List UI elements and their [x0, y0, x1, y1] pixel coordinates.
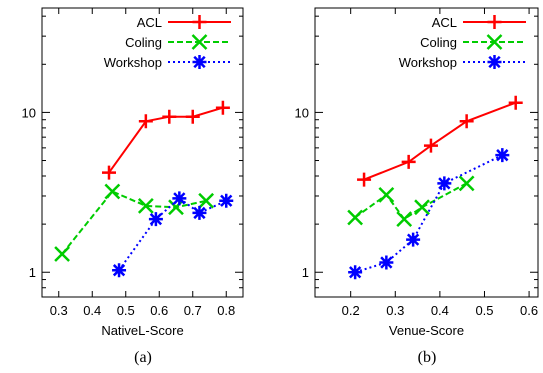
data-point-coling [137, 198, 154, 214]
chart-panel-a: 0.3 0.4 0.5 0.6 0.7 0.8 1 10 ACL Coling Workshop Na… [22, 7, 244, 366]
data-point-acl [102, 165, 116, 180]
x-tick-label: 0.3 [50, 303, 68, 318]
panel-caption: (b) [418, 349, 437, 366]
data-point-workshop [406, 232, 421, 247]
panel-caption: (a) [134, 349, 152, 366]
legend-label-workshop: Workshop [104, 55, 162, 70]
series-line-coling [61, 190, 207, 255]
legend-marker-coling [191, 34, 208, 50]
data-point-coling [104, 183, 121, 200]
legend-marker-workshop [192, 55, 207, 69]
y-tick-label: 1 [29, 265, 36, 280]
data-point-acl [162, 109, 177, 124]
x-tick-label: 0.5 [475, 303, 493, 318]
x-tick-label: 0.5 [117, 303, 135, 318]
data-point-coling [54, 246, 70, 262]
data-point-acl [185, 109, 200, 124]
legend-marker-coling [486, 34, 503, 50]
data-point-acl [401, 154, 416, 169]
legend-label-acl: ACL [137, 15, 162, 30]
data-point-workshop [148, 212, 163, 227]
data-point-coling [347, 209, 364, 226]
x-axis-label: Venue-Score [389, 323, 464, 338]
data-point-coling [396, 211, 413, 227]
legend-marker-acl [487, 15, 502, 29]
x-tick-label: 0.7 [184, 303, 202, 318]
legend-label-coling: Coling [420, 35, 457, 50]
x-tick-label: 0.3 [386, 303, 404, 318]
data-point-acl [357, 172, 372, 187]
series-line-acl [363, 101, 517, 181]
chart-panel-b: 0.2 0.3 0.4 0.5 0.6 1 10 ACL Coling Workshop Venue… [295, 7, 539, 366]
x-tick-label: 0.6 [150, 303, 168, 318]
plot-frame [41, 7, 244, 298]
data-point-coling [378, 186, 395, 203]
x-axis-label: NativeL-Score [101, 323, 183, 338]
data-point-workshop [112, 263, 127, 278]
data-point-workshop [348, 265, 363, 280]
data-point-workshop [192, 205, 207, 220]
x-tick-label: 0.4 [83, 303, 101, 318]
data-point-coling [198, 192, 215, 209]
data-point-acl [459, 114, 474, 129]
y-tick-label: 10 [22, 105, 36, 120]
series-line-workshop [354, 154, 503, 274]
legend: ACL Coling Workshop [104, 15, 231, 70]
x-tick-label: 0.2 [342, 303, 360, 318]
data-point-workshop [495, 148, 510, 163]
data-point-coling [168, 199, 184, 216]
legend: ACL Coling Workshop [399, 15, 526, 70]
legend-marker-acl [192, 15, 207, 29]
y-tick-label: 1 [302, 265, 309, 280]
legend-label-coling: Coling [125, 35, 162, 50]
legend-marker-workshop [487, 55, 502, 69]
data-point-acl [508, 95, 523, 110]
data-point-acl [423, 138, 438, 153]
data-point-workshop [379, 255, 394, 270]
x-tick-label: 0.8 [217, 303, 235, 318]
legend-label-workshop: Workshop [399, 55, 457, 70]
data-point-acl [215, 100, 230, 115]
legend-label-acl: ACL [432, 15, 457, 30]
data-point-workshop [172, 191, 187, 206]
plot-frame [314, 7, 539, 298]
data-point-coling [414, 199, 430, 216]
y-tick-label: 10 [295, 105, 309, 120]
data-point-coling [458, 175, 475, 192]
data-point-workshop [219, 193, 234, 208]
data-point-acl [138, 114, 153, 129]
x-tick-label: 0.6 [520, 303, 538, 318]
data-point-workshop [437, 176, 452, 191]
x-tick-label: 0.4 [431, 303, 449, 318]
